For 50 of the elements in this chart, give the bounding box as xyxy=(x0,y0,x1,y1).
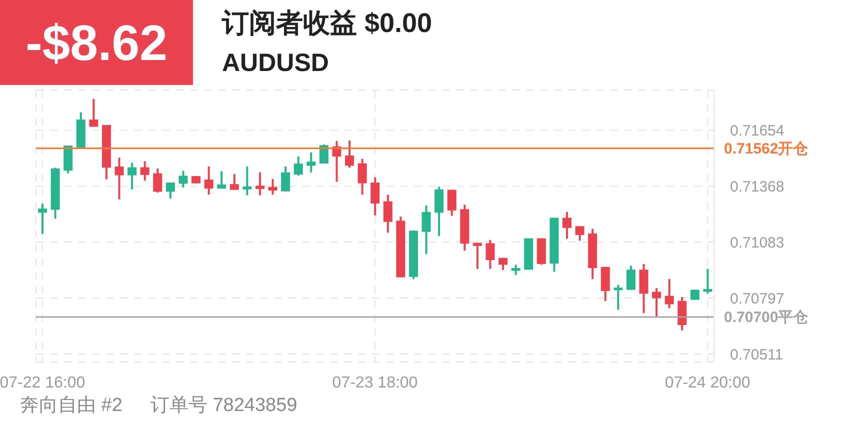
chart-subtitle: AUDUSD xyxy=(222,48,329,78)
candlestick xyxy=(89,98,98,128)
candlestick xyxy=(166,182,175,200)
candlestick xyxy=(230,173,239,191)
candlestick xyxy=(153,167,162,194)
candlestick xyxy=(345,139,354,169)
candlestick xyxy=(486,238,495,270)
y-tick-label: 0.71083 xyxy=(730,234,784,252)
candlestick xyxy=(422,204,431,255)
candlestick xyxy=(255,171,264,196)
candlestick xyxy=(281,166,290,192)
candlestick xyxy=(511,264,520,276)
candlestick xyxy=(664,278,674,310)
candlestick xyxy=(434,186,444,237)
ref-line-label: 0.70700平仓 xyxy=(724,309,810,326)
chart-title: 订阅者收益 $0.00 xyxy=(222,7,432,40)
candlestick xyxy=(358,158,367,196)
y-tick-label: 0.70797 xyxy=(730,290,784,308)
candlestick xyxy=(447,188,456,217)
x-tick-label: 07-23 18:00 xyxy=(332,374,418,392)
candlestick xyxy=(498,256,508,272)
candlestick xyxy=(268,178,278,196)
candlestick xyxy=(178,170,188,188)
candlestick xyxy=(204,166,214,196)
y-tick-label: 0.70511 xyxy=(730,346,784,364)
y-tick-label: 0.71368 xyxy=(730,178,784,196)
y-tick-label: 0.71654 xyxy=(730,122,784,140)
candlestick xyxy=(383,194,392,234)
candlestick xyxy=(128,162,137,190)
candlestick xyxy=(370,176,380,216)
candlestick xyxy=(38,202,47,235)
candlestick xyxy=(217,170,226,190)
candlestick xyxy=(626,264,636,291)
candlestick xyxy=(703,268,712,295)
text: -$8.62 xyxy=(26,14,168,70)
candlestick xyxy=(562,210,572,240)
text: 奔向自由 #2 xyxy=(20,395,122,416)
x-tick-label: 07-22 16:00 xyxy=(0,374,86,392)
candlestick xyxy=(472,242,482,270)
candlestick xyxy=(575,225,584,242)
candlestick xyxy=(114,156,124,200)
x-tick-label: 07-24 20:00 xyxy=(664,374,750,392)
text: 订单号 78243859 xyxy=(150,395,298,416)
candlestick xyxy=(294,156,303,177)
candlestick xyxy=(614,284,623,311)
ref-line-label: 0.71562开仓 xyxy=(724,140,810,158)
candlestick xyxy=(140,160,150,182)
candlestick xyxy=(242,166,252,196)
candlestick xyxy=(306,151,316,174)
candlestick xyxy=(652,287,662,318)
